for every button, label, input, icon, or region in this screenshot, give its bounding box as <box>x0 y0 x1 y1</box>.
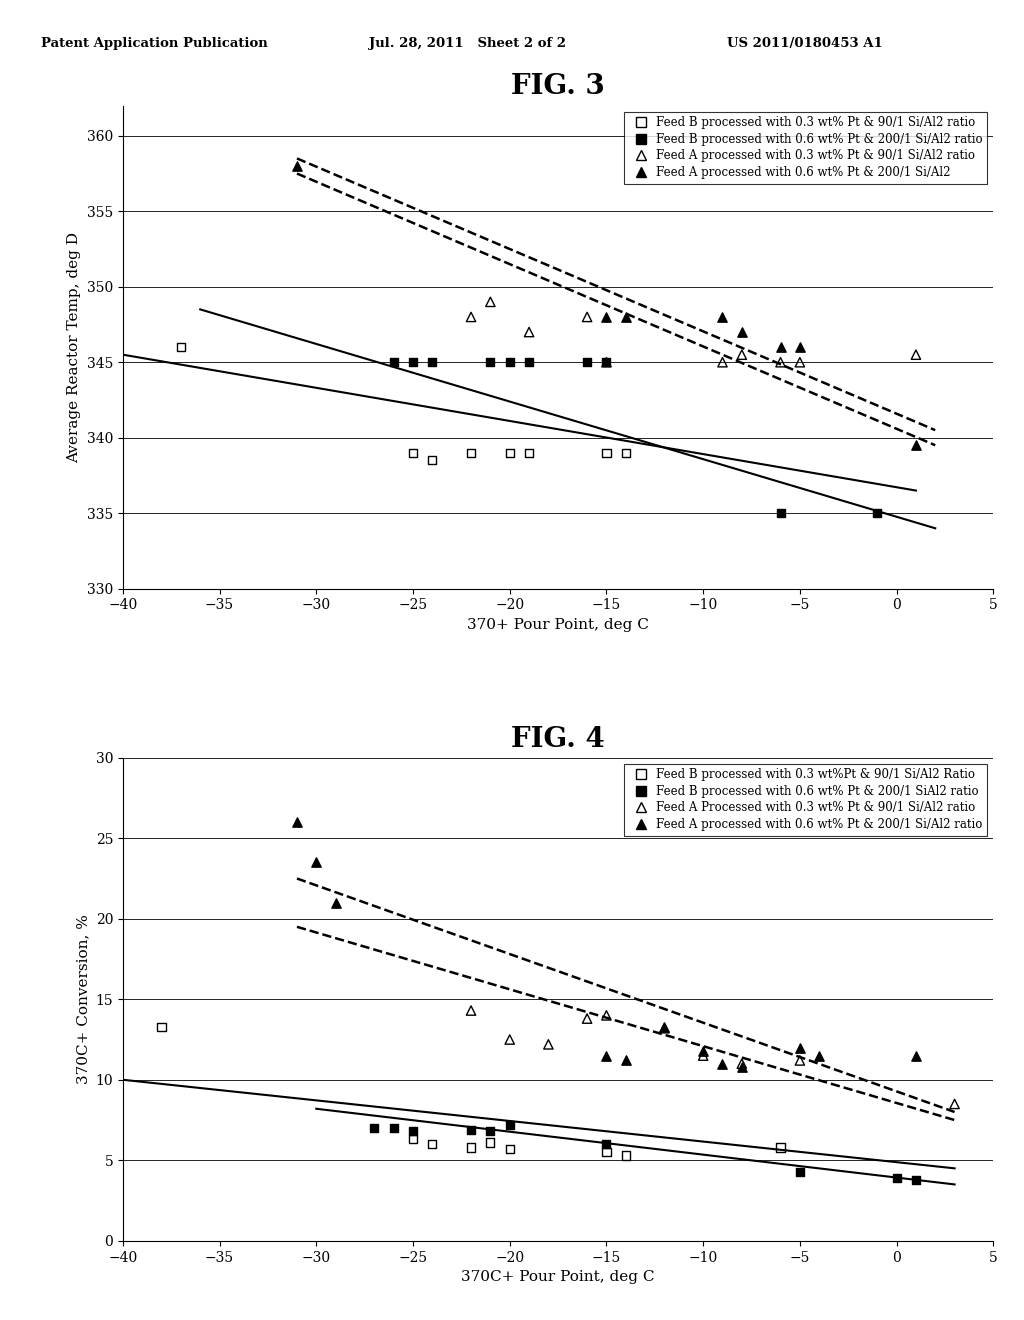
Point <box>598 306 614 327</box>
Point <box>521 351 538 372</box>
Point <box>792 351 808 372</box>
Point <box>404 1121 421 1142</box>
Point <box>889 1167 905 1188</box>
Point <box>733 322 750 343</box>
Legend: Feed B processed with 0.3 wt%Pt & 90/1 Si/Al2 Ratio, Feed B processed with 0.6 w: Feed B processed with 0.3 wt%Pt & 90/1 S… <box>625 764 987 836</box>
Point <box>733 1053 750 1074</box>
Point <box>404 442 421 463</box>
Point <box>772 337 788 358</box>
Point <box>502 351 518 372</box>
Point <box>385 1118 401 1139</box>
Point <box>792 337 808 358</box>
Point <box>792 1162 808 1183</box>
Point <box>656 1016 673 1038</box>
Point <box>367 1118 383 1139</box>
Point <box>946 1093 963 1114</box>
Point <box>695 1045 712 1067</box>
Text: Jul. 28, 2011   Sheet 2 of 2: Jul. 28, 2011 Sheet 2 of 2 <box>369 37 565 50</box>
Point <box>463 1119 479 1140</box>
Point <box>424 1134 440 1155</box>
Point <box>482 1133 499 1154</box>
Point <box>733 345 750 366</box>
Title: FIG. 4: FIG. 4 <box>511 726 605 752</box>
Point <box>598 351 614 372</box>
Y-axis label: 370C+ Conversion, %: 370C+ Conversion, % <box>76 915 90 1084</box>
Point <box>463 1137 479 1158</box>
X-axis label: 370+ Pour Point, deg C: 370+ Pour Point, deg C <box>467 618 649 632</box>
Point <box>502 1138 518 1159</box>
Point <box>792 1038 808 1059</box>
Point <box>772 351 788 372</box>
Point <box>482 351 499 372</box>
Point <box>463 1001 479 1022</box>
Point <box>792 1049 808 1071</box>
Point <box>907 1045 924 1067</box>
Point <box>424 351 440 372</box>
Point <box>289 156 305 177</box>
Point <box>482 1121 499 1142</box>
Point <box>695 1040 712 1061</box>
Point <box>715 351 731 372</box>
Point <box>772 1137 788 1158</box>
Point <box>521 322 538 343</box>
Y-axis label: Average Reactor Temp, deg D: Average Reactor Temp, deg D <box>68 231 81 462</box>
Point <box>579 1008 595 1030</box>
Point <box>598 1142 614 1163</box>
Point <box>289 812 305 833</box>
Point <box>907 434 924 455</box>
Point <box>869 503 886 524</box>
Title: FIG. 3: FIG. 3 <box>511 74 605 100</box>
Point <box>579 351 595 372</box>
Point <box>424 450 440 471</box>
Legend: Feed B processed with 0.3 wt% Pt & 90/1 Si/Al2 ratio, Feed B processed with 0.6 : Feed B processed with 0.3 wt% Pt & 90/1 … <box>625 111 987 183</box>
Point <box>598 442 614 463</box>
Point <box>385 351 401 372</box>
Point <box>502 1030 518 1051</box>
Point <box>502 442 518 463</box>
Point <box>617 442 634 463</box>
Point <box>598 351 614 372</box>
Point <box>482 292 499 313</box>
Point <box>656 1018 673 1039</box>
Point <box>811 1045 827 1067</box>
Point <box>907 1170 924 1191</box>
Point <box>598 1045 614 1067</box>
Point <box>617 1049 634 1071</box>
Point <box>617 306 634 327</box>
Point <box>328 892 344 913</box>
Point <box>404 1129 421 1150</box>
Point <box>404 351 421 372</box>
Point <box>308 851 325 873</box>
Point <box>715 1053 731 1074</box>
Point <box>463 442 479 463</box>
Point <box>598 1005 614 1026</box>
Point <box>598 1134 614 1155</box>
Point <box>907 345 924 366</box>
Point <box>154 1016 170 1038</box>
Point <box>463 306 479 327</box>
Point <box>502 1114 518 1135</box>
Point <box>772 503 788 524</box>
Text: US 2011/0180453 A1: US 2011/0180453 A1 <box>727 37 883 50</box>
Point <box>733 1056 750 1077</box>
Point <box>617 1144 634 1166</box>
Text: Patent Application Publication: Patent Application Publication <box>41 37 267 50</box>
Point <box>521 442 538 463</box>
X-axis label: 370C+ Pour Point, deg C: 370C+ Pour Point, deg C <box>462 1270 654 1284</box>
Point <box>541 1034 557 1055</box>
Point <box>579 306 595 327</box>
Point <box>715 306 731 327</box>
Point <box>173 337 189 358</box>
